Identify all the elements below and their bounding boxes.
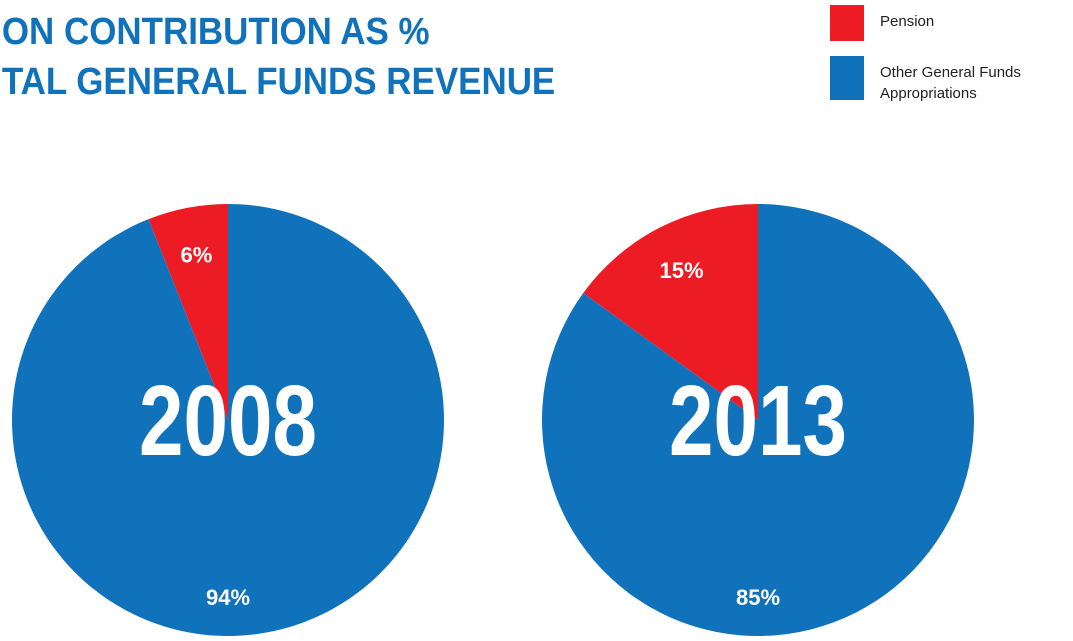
legend-label: Other General Funds Appropriations xyxy=(880,64,1021,102)
pie-label: 2008 xyxy=(139,366,317,478)
value-label: 6% xyxy=(181,243,213,268)
legend-swatch xyxy=(830,5,864,41)
value-label: 15% xyxy=(659,258,703,283)
pie-slice xyxy=(148,204,228,420)
value-label: 85% xyxy=(736,585,780,610)
chart-title: ON CONTRIBUTION AS % xyxy=(2,10,430,53)
pie-slice xyxy=(583,204,758,420)
chart-title: TAL GENERAL FUNDS REVENUE xyxy=(2,60,555,103)
pie-slice xyxy=(542,204,974,636)
pie-label: 2013 xyxy=(669,366,847,478)
pie-slice xyxy=(11,204,445,636)
legend-swatch xyxy=(830,56,864,100)
value-label: 94% xyxy=(206,585,250,610)
legend-label: Pension xyxy=(880,13,935,30)
